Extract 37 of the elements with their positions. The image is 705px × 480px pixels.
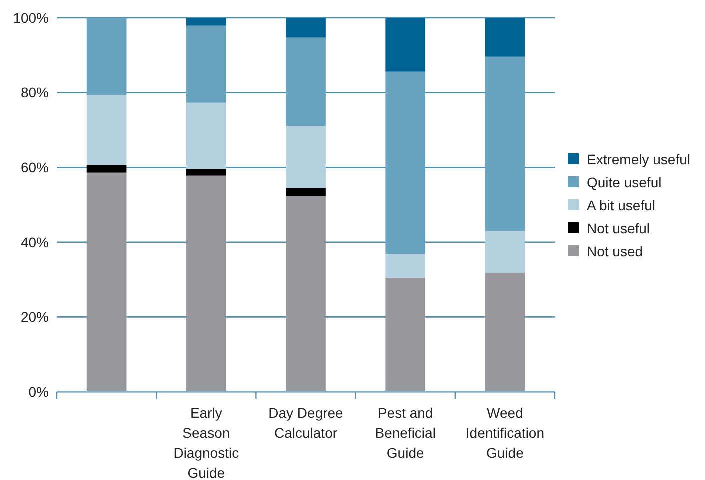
bar [286, 18, 326, 38]
bar [86, 18, 127, 96]
bar [86, 164, 127, 173]
bar [386, 254, 426, 278]
legend-label: Not used [587, 243, 644, 260]
x-tick-label: Early Season Diagnostic Guide [174, 405, 240, 480]
bar [86, 172, 127, 392]
legend-label: Not useful [587, 220, 650, 236]
bar [186, 102, 226, 170]
bar [386, 72, 426, 254]
bar [286, 196, 326, 392]
x-tick-label: Weed Identification Guide [466, 405, 545, 461]
bar [286, 126, 326, 188]
y-tick-label: 60% [20, 160, 49, 176]
bar [485, 273, 526, 392]
x-tick-label: Pest and Beneficial Guide [375, 405, 436, 461]
x-tick-label: Day Degree Calculator [268, 405, 344, 441]
legend-label: Extremely useful [587, 151, 690, 168]
bar [386, 18, 426, 72]
bar [186, 26, 226, 103]
bar [485, 231, 526, 274]
bar [186, 176, 226, 392]
bar [485, 18, 526, 57]
bar [186, 169, 226, 176]
bar [186, 18, 226, 26]
bar [485, 56, 526, 232]
y-tick-label: 40% [20, 234, 49, 250]
bar [86, 95, 127, 165]
bar [286, 188, 326, 196]
y-tick-label: 0% [28, 384, 49, 400]
legend-label: A bit useful [587, 197, 656, 214]
bar [386, 278, 426, 392]
y-tick-label: 80% [20, 84, 49, 101]
y-tick-label: 100% [13, 10, 49, 26]
bar [286, 38, 326, 126]
legend-label: Quite useful [587, 174, 662, 190]
y-tick-label: 20% [20, 309, 49, 326]
